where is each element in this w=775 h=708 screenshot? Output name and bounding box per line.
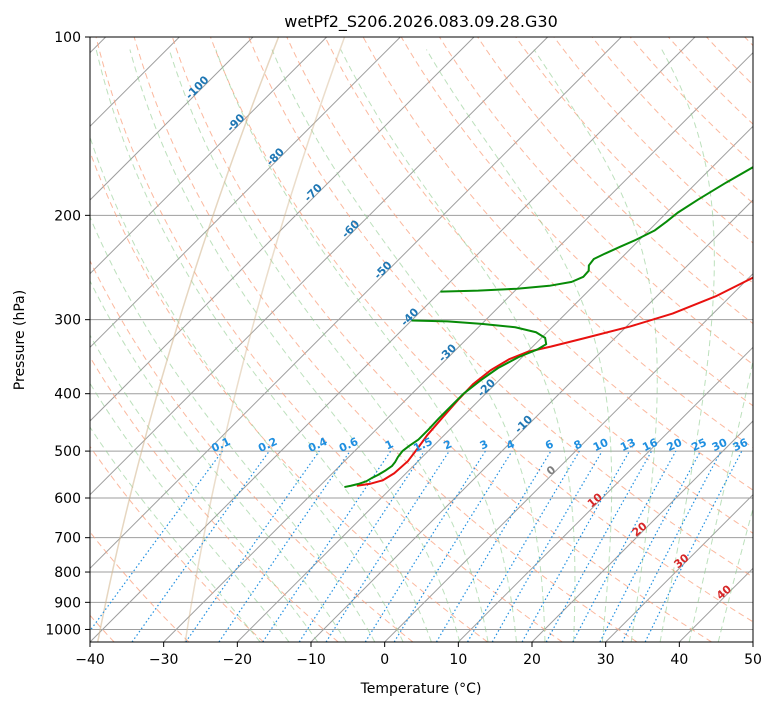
dewpoint-line — [344, 319, 548, 489]
x-tick-label: 0 — [380, 652, 389, 668]
mixing-ratio-line — [218, 450, 351, 642]
moist-adiabat — [90, 426, 261, 642]
mixing-ratio-line — [325, 450, 450, 642]
dewpoint-line — [440, 166, 753, 293]
mixing-ratio-label: 30 — [710, 436, 730, 454]
temperature-line — [356, 276, 753, 487]
isotherm — [163, 51, 753, 642]
y-tick-label: 400 — [54, 387, 81, 403]
mixing-ratio-line — [644, 450, 743, 642]
mixing-ratio-label: 13 — [618, 436, 637, 454]
isotherm — [531, 420, 753, 642]
dry-adiabat — [210, 37, 753, 623]
isotherm — [384, 272, 753, 642]
reference-curve — [96, 37, 280, 642]
x-tick-label: −10 — [296, 652, 326, 668]
mixing-ratio-label: 25 — [689, 436, 708, 454]
moist-adiabat — [90, 135, 404, 642]
dry-adiabat — [90, 356, 339, 642]
mixing-ratio-line — [545, 450, 653, 642]
moist-adiabat — [215, 49, 517, 642]
dry-adiabat — [515, 37, 753, 284]
moist-adiabat — [168, 49, 489, 642]
moist-adiabat — [90, 279, 347, 642]
dry-adiabat — [324, 37, 753, 491]
moist-adiabat — [533, 49, 658, 642]
isotherm — [90, 37, 622, 570]
mixing-ratio-line — [131, 450, 270, 642]
y-tick-label: 100 — [54, 30, 81, 46]
x-tick-label: 20 — [523, 652, 541, 668]
mixing-ratio-label: 16 — [640, 436, 660, 454]
mixing-ratio-line — [572, 450, 677, 642]
mixing-ratio-line — [393, 450, 513, 642]
mixing-ratio-label: 36 — [731, 436, 751, 454]
y-tick-label: 600 — [54, 491, 81, 507]
dry-adiabat — [248, 37, 753, 578]
mixing-ratio-line — [90, 450, 223, 632]
moist-adiabat — [717, 506, 753, 642]
isotherm — [605, 493, 753, 642]
isotherm — [236, 125, 753, 642]
moist-adiabat — [90, 334, 319, 642]
isotherm — [90, 37, 696, 642]
mixing-ratio-label: 20 — [665, 436, 685, 454]
dry-adiabat — [171, 37, 712, 642]
isotherm — [90, 37, 401, 349]
y-tick-label: 200 — [54, 208, 81, 224]
isotherm — [90, 37, 254, 201]
moist-adiabat — [426, 49, 613, 642]
isotherm — [457, 346, 753, 642]
moist-adiabat — [95, 49, 432, 642]
x-tick-label: 50 — [744, 652, 762, 668]
background-lines — [90, 37, 753, 642]
moist-adiabat — [129, 49, 461, 642]
axis-ticks: −40 −30 −20 −10 0 10 20 30 40 50 100 200 300 400 500 60… — [45, 30, 762, 668]
mixing-ratio-line — [298, 450, 425, 642]
dry-adiabat — [95, 37, 563, 642]
chart-title: wetPf2_S206.2026.083.09.28.G30 — [284, 12, 558, 32]
dry-adiabat — [90, 259, 414, 642]
dry-adiabat — [286, 37, 753, 534]
x-tick-label: 40 — [670, 652, 688, 668]
y-tick-label: 700 — [54, 531, 81, 547]
mixing-ratio-line — [521, 450, 631, 642]
mixing-ratio-line — [185, 450, 320, 642]
mixing-ratio-line — [262, 450, 392, 642]
y-tick-label: 900 — [54, 595, 81, 611]
y-tick-label: 500 — [54, 444, 81, 460]
dry-adiabat — [90, 445, 264, 642]
isotherm — [90, 37, 475, 422]
plot-frame — [89, 36, 754, 643]
moist-adiabat — [659, 49, 715, 642]
moist-adiabat — [271, 49, 546, 642]
moist-adiabat — [90, 382, 290, 642]
x-axis-label: Temperature (°C) — [360, 681, 482, 697]
x-tick-label: −20 — [223, 652, 253, 668]
y-axis-label: Pressure (hPa) — [12, 290, 28, 390]
x-tick-label: 30 — [597, 652, 615, 668]
y-tick-label: 1000 — [45, 622, 81, 638]
isotherm — [90, 37, 549, 496]
mixing-ratio-label: 10 — [591, 436, 611, 454]
moist-adiabat — [340, 49, 576, 642]
x-tick-label: −40 — [75, 652, 105, 668]
x-tick-label: 10 — [449, 652, 467, 668]
data-lines — [344, 166, 753, 489]
x-tick-label: −30 — [149, 652, 179, 668]
isotherm — [90, 37, 328, 275]
reference-curve — [184, 37, 346, 642]
y-tick-label: 800 — [54, 565, 81, 581]
moist-adiabat — [688, 358, 753, 642]
y-tick-label: 300 — [54, 313, 81, 329]
